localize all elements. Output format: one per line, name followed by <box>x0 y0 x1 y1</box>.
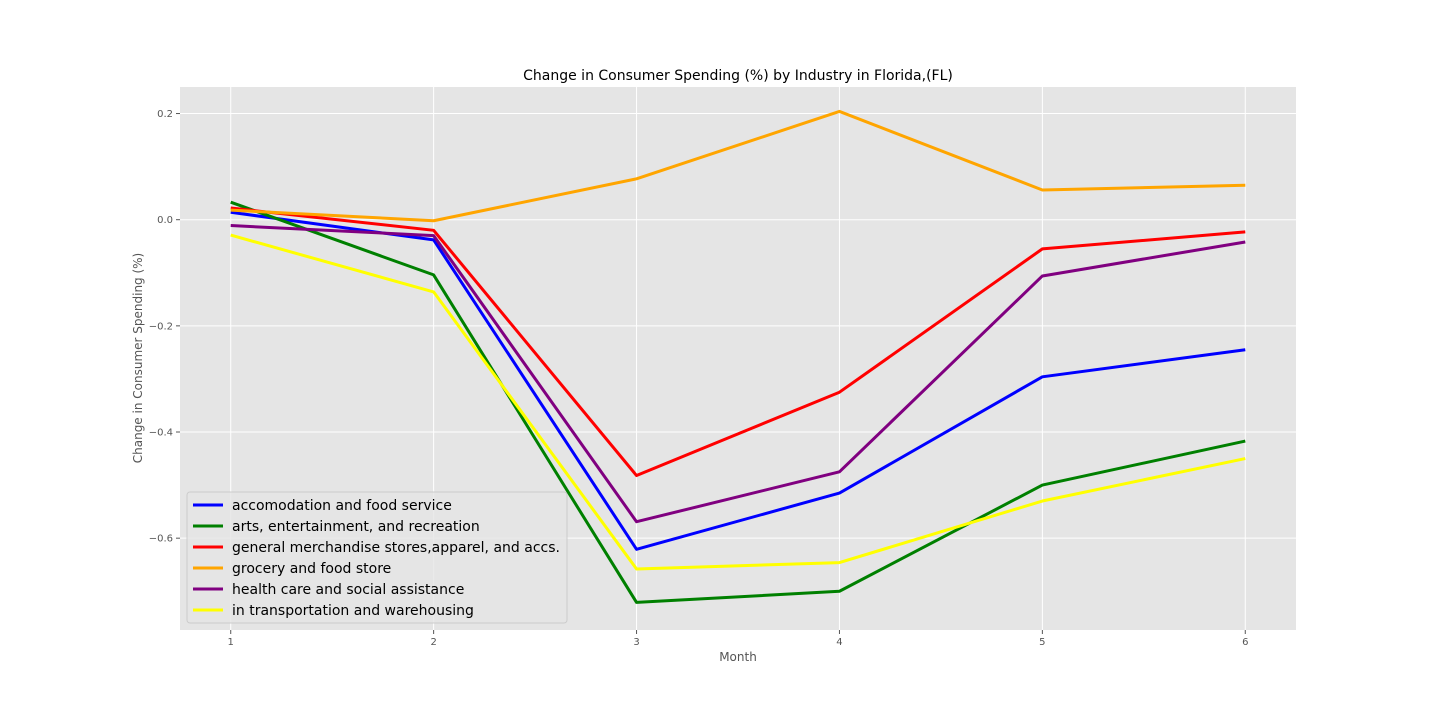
x-axis-label: Month <box>719 650 757 664</box>
series-line-3 <box>230 206 1246 478</box>
legend-label: accomodation and food service <box>232 498 452 514</box>
x-tick-label: 6 <box>1242 637 1248 648</box>
y-tick-label: −0.6 <box>149 534 173 545</box>
series-lines <box>230 109 1246 604</box>
x-tick-label: 5 <box>1039 637 1045 648</box>
series-line-4 <box>230 109 1246 223</box>
legend-label: grocery and food store <box>232 561 391 577</box>
legend-box <box>186 491 568 624</box>
x-tick-label: 4 <box>836 637 842 648</box>
series-line-5 <box>230 224 1246 524</box>
x-axis-ticks: 1 2 3 4 5 6 <box>228 630 1248 648</box>
x-tick-label: 3 <box>633 637 639 648</box>
x-tick-label: 2 <box>430 637 436 648</box>
legend-label: arts, entertainment, and recreation <box>232 519 480 535</box>
series-line-6 <box>230 233 1246 571</box>
y-tick-label: 0.0 <box>157 215 173 226</box>
y-tick-label: −0.2 <box>149 321 173 332</box>
chart-title: Change in Consumer Spending (%) by Indus… <box>523 68 953 84</box>
legend: accomodation and food service arts, enter… <box>186 491 568 624</box>
x-tick-label: 1 <box>228 637 234 648</box>
legend-label: health care and social assistance <box>232 582 464 598</box>
y-tick-label: 0.2 <box>157 109 173 120</box>
series-line-2 <box>230 200 1246 604</box>
y-axis-label: Change in Consumer Spending (%) <box>131 253 145 464</box>
y-axis-ticks: 0.2 0.0 −0.2 −0.4 −0.6 <box>149 109 180 545</box>
legend-label: in transportation and warehousing <box>232 603 474 619</box>
y-tick-label: −0.4 <box>149 428 173 439</box>
legend-label: general merchandise stores,apparel, and … <box>232 540 560 556</box>
